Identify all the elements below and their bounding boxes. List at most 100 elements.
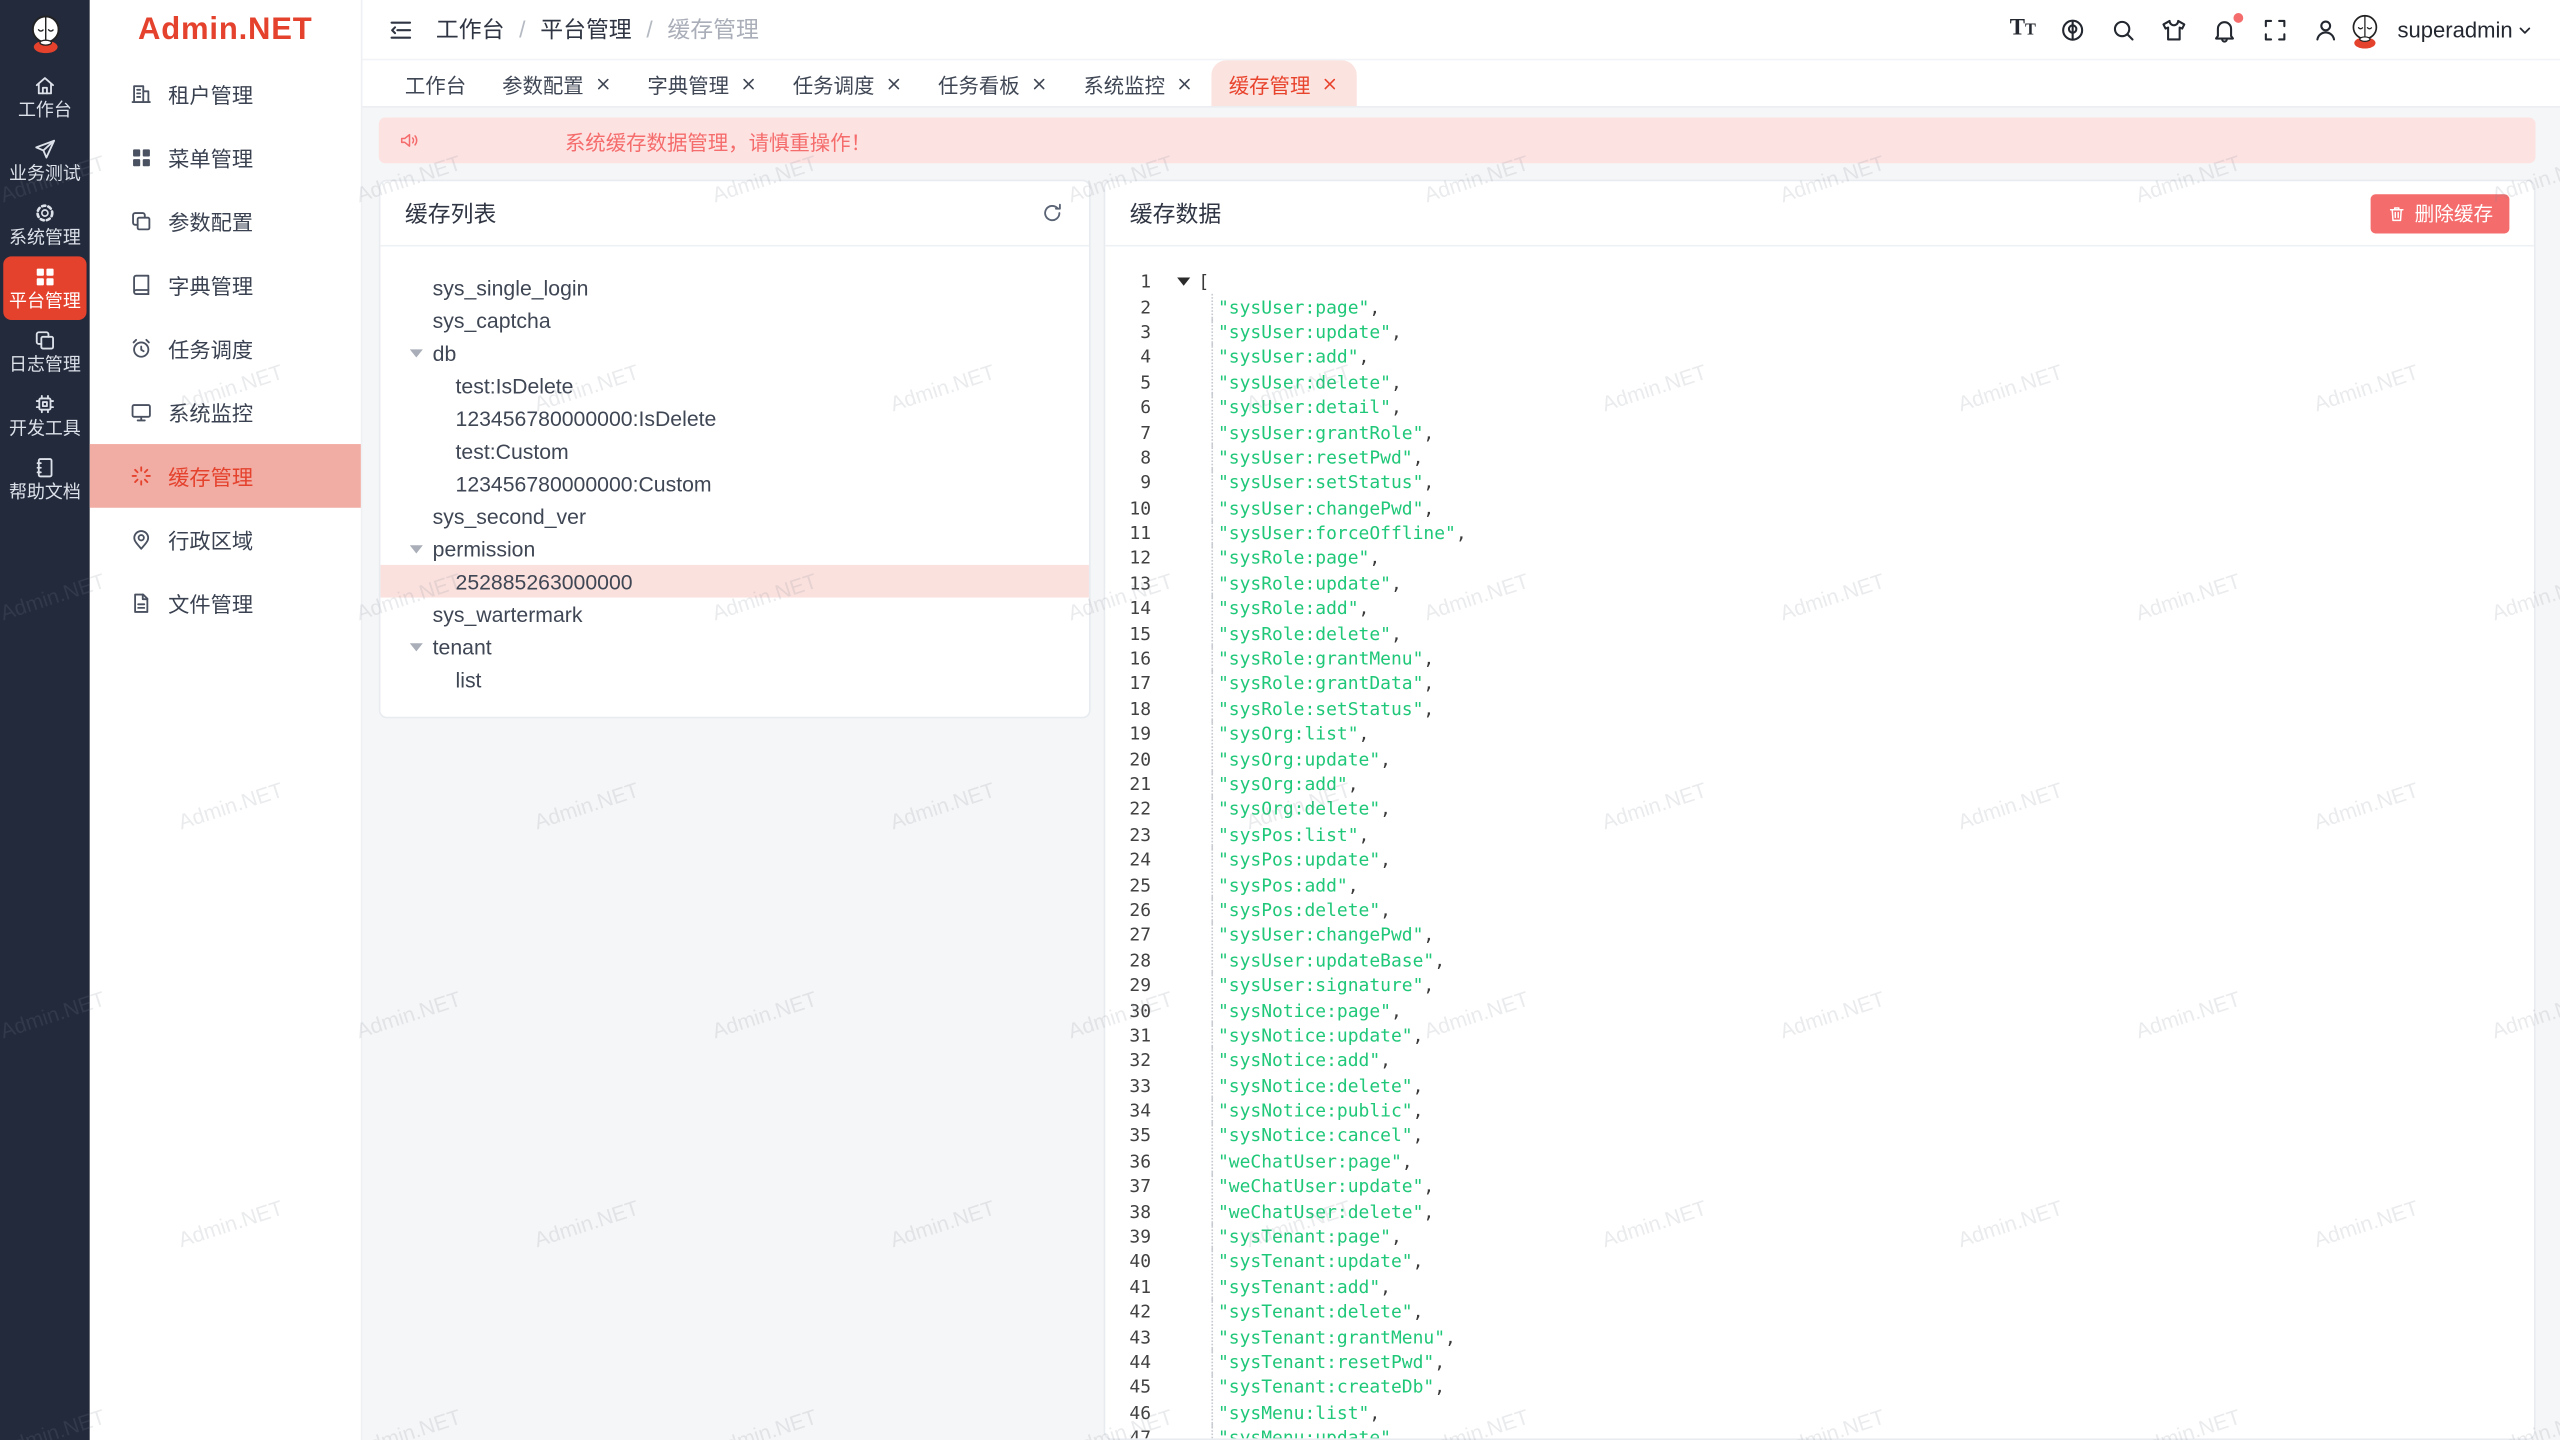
sidebar-item-文件管理[interactable]: 文件管理	[90, 571, 361, 635]
tree-node-sys_captcha[interactable]: sys_captcha	[380, 304, 1089, 337]
tree-node-123456780000000:IsDelete[interactable]: 123456780000000:IsDelete	[380, 402, 1089, 435]
tree-node-tenant[interactable]: tenant	[380, 630, 1089, 663]
fullscreen-icon[interactable]	[2262, 16, 2290, 44]
rail-item-日志管理[interactable]: 日志管理	[0, 320, 90, 384]
font-size-icon[interactable]: TT	[2009, 16, 2036, 41]
tab-label: 任务看板	[938, 74, 1020, 98]
tree-node-permission[interactable]: permission	[380, 532, 1089, 565]
tab-close-icon[interactable]	[1030, 74, 1048, 92]
line-code: "sysUser:delete",	[1161, 368, 2534, 397]
breadcrumb-item[interactable]: 工作台	[435, 16, 505, 43]
tree-node-sys_second_ver[interactable]: sys_second_ver	[380, 500, 1089, 533]
tab-close-icon[interactable]	[884, 74, 902, 92]
tab-任务看板[interactable]: 任务看板	[920, 60, 1065, 106]
warning-alert: 系统缓存数据管理，请慎重操作！	[378, 117, 2536, 164]
tab-参数配置[interactable]: 参数配置	[484, 60, 629, 106]
editor-line: 15 "sysRole:delete",	[1105, 619, 2534, 648]
rail-item-帮助文档[interactable]: 帮助文档	[0, 447, 90, 511]
sidebar-item-label: 缓存管理	[168, 465, 254, 490]
trash-icon	[2389, 206, 2404, 221]
rail-item-label: 业务测试	[8, 164, 81, 185]
line-number: 3	[1140, 321, 1152, 343]
chevron-down-icon[interactable]	[2514, 19, 2535, 40]
line-code: "sysNotice:delete",	[1161, 1072, 2534, 1100]
tab-任务调度[interactable]: 任务调度	[775, 60, 920, 106]
tree-node-label: sys_single_login	[432, 275, 589, 300]
sidebar-item-租户管理[interactable]: 租户管理	[90, 62, 361, 126]
tree-node-list[interactable]: list	[380, 663, 1089, 696]
editor-line: 13 "sysRole:update",	[1105, 569, 2534, 598]
rail-item-工作台[interactable]: 工作台	[0, 65, 90, 129]
search-icon[interactable]	[2110, 16, 2138, 44]
sidebar-item-系统监控[interactable]: 系统监控	[90, 380, 361, 444]
rail-item-业务测试[interactable]: 业务测试	[0, 129, 90, 193]
line-code: "sysPos:add",	[1161, 871, 2534, 899]
cache-list-title: 缓存列表	[404, 200, 497, 227]
tree-node-test:IsDelete[interactable]: test:IsDelete	[380, 369, 1089, 402]
top-header: 工作台 / 平台管理 / 缓存管理 TT superadmin	[362, 0, 2560, 61]
breadcrumb-item[interactable]: 平台管理	[540, 16, 632, 43]
delete-cache-button[interactable]: 删除缓存	[2370, 193, 2510, 233]
tree-node-label: 123456780000000:IsDelete	[455, 405, 717, 431]
avatar[interactable]	[2345, 9, 2386, 50]
line-code: "sysUser:changePwd",	[1161, 494, 2534, 522]
rail-item-平台管理[interactable]: 平台管理	[3, 256, 87, 320]
sidebar-item-行政区域[interactable]: 行政区域	[90, 508, 361, 572]
primary-sidebar-nav: 工作台业务测试系统管理 平台管理 日志管理 开发工具帮助文档	[0, 65, 90, 511]
rail-item-开发工具[interactable]: 开发工具	[0, 384, 90, 448]
tree-expand-caret-icon[interactable]	[409, 636, 433, 657]
notification-icon[interactable]	[2211, 12, 2245, 44]
line-code: "sysPos:update",	[1161, 845, 2534, 874]
line-code: "sysOrg:list",	[1161, 720, 2534, 749]
sidebar-item-缓存管理[interactable]: 缓存管理	[89, 444, 361, 508]
editor-line: 39 "sysTenant:page",	[1105, 1222, 2534, 1251]
app-logo-mascot[interactable]	[0, 0, 90, 65]
line-code: "sysRole:setStatus",	[1161, 695, 2534, 723]
breadcrumb-item: 缓存管理	[667, 16, 759, 43]
line-number: 41	[1129, 1276, 1152, 1298]
tab-工作台[interactable]: 工作台	[387, 60, 484, 106]
editor-line: 37 "weChatUser:update",	[1105, 1172, 2534, 1201]
tree-node-label: 123456780000000:Custom	[455, 471, 712, 496]
line-number: 37	[1129, 1175, 1152, 1198]
tab-label: 字典管理	[647, 74, 730, 98]
rail-item-系统管理[interactable]: 系统管理	[0, 193, 90, 257]
editor-line: 46 "sysMenu:list",	[1105, 1398, 2534, 1427]
notification-badge	[2234, 12, 2245, 23]
sidebar-item-字典管理[interactable]: 字典管理	[90, 253, 361, 317]
editor-line: 27 "sysUser:changePwd",	[1105, 921, 2534, 950]
sidebar-item-参数配置[interactable]: 参数配置	[90, 189, 361, 253]
sidebar-item-任务调度[interactable]: 任务调度	[90, 317, 361, 381]
rail-item-label: 帮助文档	[8, 483, 81, 503]
tree-expand-caret-icon[interactable]	[409, 538, 433, 559]
tree-node-test:Custom[interactable]: test:Custom	[380, 434, 1089, 467]
line-code: "sysUser:changePwd",	[1161, 921, 2534, 950]
menu-fold-icon[interactable]	[387, 16, 415, 44]
tree-node-252885263000000[interactable]: 252885263000000	[380, 564, 1089, 598]
refresh-icon[interactable]	[1040, 201, 1064, 225]
sidebar-item-label: 参数配置	[168, 210, 254, 236]
username[interactable]: superadmin	[2397, 17, 2513, 42]
tree-expand-caret-icon[interactable]	[409, 342, 433, 363]
editor-line: 40 "sysTenant:update",	[1105, 1248, 2534, 1276]
tab-系统监控[interactable]: 系统监控	[1065, 60, 1210, 106]
cache-data-title: 缓存数据	[1129, 200, 1222, 227]
tree-node-label: permission	[432, 536, 536, 561]
line-code: "sysOrg:add",	[1161, 770, 2534, 799]
tree-node-123456780000000:Custom[interactable]: 123456780000000:Custom	[380, 467, 1089, 500]
profile-icon[interactable]	[2313, 16, 2341, 44]
tree-node-sys_single_login[interactable]: sys_single_login	[380, 271, 1089, 304]
tab-close-icon[interactable]	[1175, 74, 1193, 92]
tab-缓存管理[interactable]: 缓存管理	[1210, 60, 1357, 107]
tree-node-sys_wartermark[interactable]: sys_wartermark	[380, 598, 1089, 631]
sidebar-item-菜单管理[interactable]: 菜单管理	[90, 126, 361, 190]
theme-icon[interactable]	[2161, 16, 2189, 44]
tree-node-db[interactable]: db	[380, 336, 1089, 369]
tab-close-icon[interactable]	[594, 74, 612, 92]
tab-字典管理[interactable]: 字典管理	[629, 60, 774, 106]
language-icon[interactable]	[2060, 16, 2088, 44]
primary-sidebar: 工作台业务测试系统管理 平台管理 日志管理 开发工具帮助文档	[0, 0, 90, 1440]
collapse-arrow-icon[interactable]	[1177, 277, 1191, 293]
tab-close-icon[interactable]	[1320, 74, 1338, 92]
tab-close-icon[interactable]	[739, 74, 757, 92]
